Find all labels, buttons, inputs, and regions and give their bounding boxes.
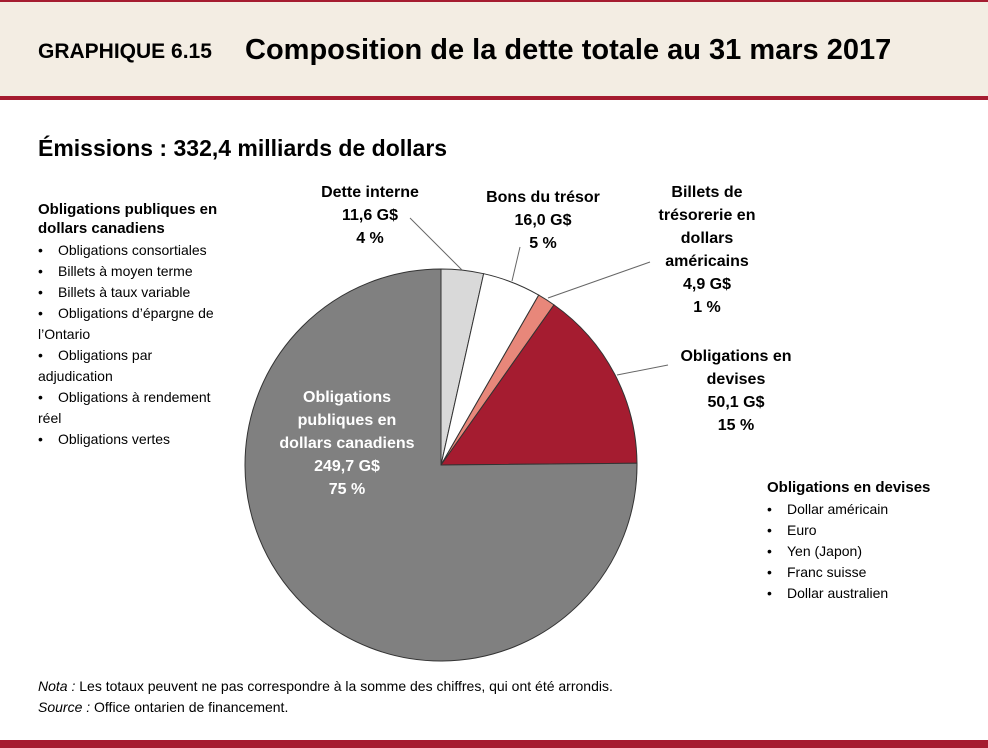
- category-label: Obligations publiques en dollars canadie…: [279, 389, 415, 452]
- leader-line: [511, 246, 521, 282]
- source-label: Source :: [38, 699, 91, 715]
- percent-label: 15 %: [717, 417, 755, 434]
- nota-label: Nota :: [38, 678, 76, 694]
- list-item: Dollar australien: [767, 583, 967, 604]
- category-label: Dette interne: [321, 184, 419, 201]
- value-label: 249,7 G$: [314, 458, 380, 475]
- notes: Nota : Les totaux peuvent ne pas corresp…: [38, 676, 613, 718]
- percent-label: 1 %: [693, 299, 721, 316]
- list-item: Franc suisse: [767, 562, 967, 583]
- slice-label: Bons du trésor 16,0 G$ 5 %: [478, 186, 608, 255]
- value-label: 4,9 G$: [682, 276, 732, 293]
- value-label: 11,6 G$: [341, 207, 399, 224]
- list-item: Yen (Japon): [767, 541, 967, 562]
- pie-slice: [244, 268, 638, 662]
- value-label: 16,0 G$: [514, 212, 572, 229]
- leader-line: [409, 217, 463, 271]
- footer-bar: [0, 740, 988, 748]
- value-label: 50,1 G$: [707, 394, 765, 411]
- list-item: Obligations consortiales: [38, 240, 218, 261]
- source: Office ontarien de financement.: [94, 699, 289, 715]
- list-title: Obligations publiques en dollars canadie…: [38, 201, 218, 237]
- percent-label: 5 %: [529, 235, 557, 252]
- category-label: Obligations en devises: [680, 348, 792, 388]
- category-label: Bons du trésor: [486, 189, 600, 206]
- leader-line: [547, 261, 651, 299]
- list-item: Dollar américain: [767, 499, 967, 520]
- slice-label: Obligations publiques en dollars canadie…: [272, 386, 422, 501]
- percent-label: 75 %: [328, 481, 366, 498]
- percent-label: 4 %: [356, 230, 384, 247]
- left-list: Obligations publiques en dollars canadie…: [38, 200, 218, 450]
- chart-title: Émissions : 332,4 milliards de dollars: [38, 135, 448, 161]
- nota: Les totaux peuvent ne pas correspondre à…: [79, 678, 613, 694]
- list-item: Obligations d’épargne de l’Ontario: [38, 303, 218, 345]
- slice-label: Billets de trésorerie en dollars américa…: [652, 181, 762, 319]
- category-label: Billets de trésorerie en dollars américa…: [658, 184, 756, 270]
- list-item: Billets à taux variable: [38, 282, 218, 303]
- right-list: Obligations en devises Dollar américainE…: [767, 478, 967, 604]
- list-item: Obligations vertes: [38, 429, 218, 450]
- page-title: Composition de la dette totale au 31 mar…: [245, 34, 892, 66]
- pie-slice: [440, 304, 638, 466]
- slice-label: Obligations en devises 50,1 G$ 15 %: [671, 345, 801, 437]
- chart-label: GRAPHIQUE 6.15: [38, 40, 212, 63]
- list-item: Euro: [767, 520, 967, 541]
- list-item: Obligations à rendement réel: [38, 387, 218, 429]
- list-item: Obligations par adjudication: [38, 345, 218, 387]
- header: GRAPHIQUE 6.15 Composition de la dette t…: [0, 0, 988, 100]
- leader-line: [616, 364, 669, 376]
- list-item: Billets à moyen terme: [38, 261, 218, 282]
- slice-label: Dette interne 11,6 G$ 4 %: [310, 181, 430, 250]
- list-title: Obligations en devises: [767, 479, 931, 496]
